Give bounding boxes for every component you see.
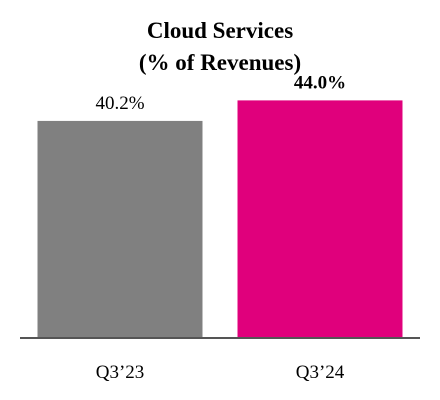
bar-1 <box>37 120 203 338</box>
data-label-1: 40.2% <box>95 93 144 114</box>
data-label-2: 44.0% <box>294 72 346 93</box>
chart-subtitle: (% of Revenues) <box>139 50 301 75</box>
bar-2 <box>237 100 403 339</box>
chart-title: Cloud Services <box>147 18 293 43</box>
category-label-1: Q3’23 <box>96 362 145 383</box>
category-label-2: Q3’24 <box>296 362 345 383</box>
